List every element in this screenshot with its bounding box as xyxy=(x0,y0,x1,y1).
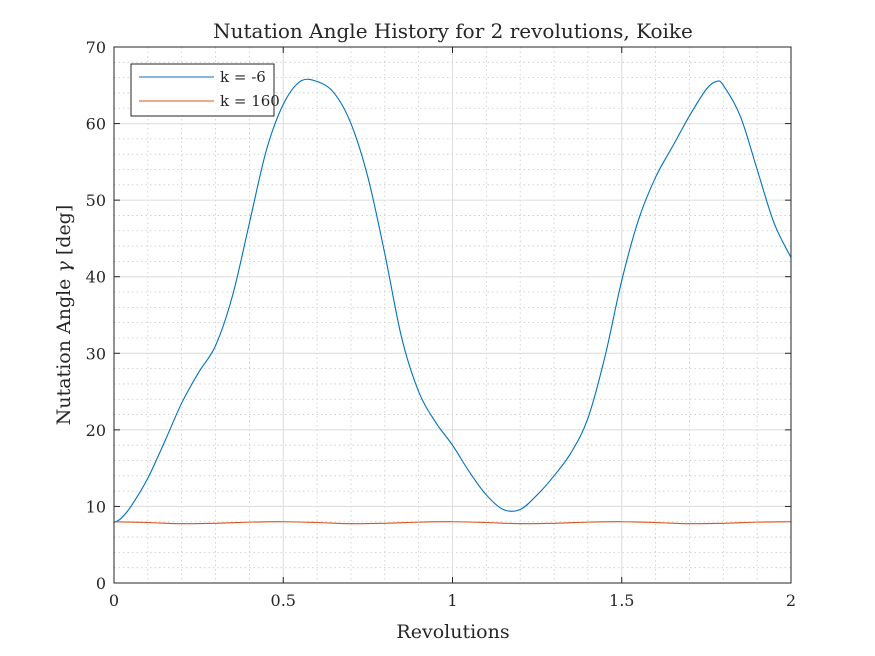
y-axis-label: Nutation Angle γ [deg] xyxy=(53,205,75,426)
y-tick-label: 70 xyxy=(86,38,106,57)
legend-box xyxy=(130,63,275,117)
y-tick-label: 30 xyxy=(86,344,106,363)
y-axis-label-symbol: γ xyxy=(53,261,75,273)
y-axis-label-main: Nutation Angle xyxy=(53,273,75,426)
x-tick-label: 0 xyxy=(109,591,119,610)
series-line-2 xyxy=(113,521,792,525)
y-tick-label: 60 xyxy=(86,115,106,134)
x-axis-label: Revolutions xyxy=(396,621,509,643)
legend-label-1: k = -6 xyxy=(220,68,266,86)
chart-title: Nutation Angle History for 2 revolutions… xyxy=(213,19,693,43)
x-tick-label: 1 xyxy=(447,591,457,610)
y-tick-label: 0 xyxy=(96,574,106,593)
series-line-1 xyxy=(113,78,792,524)
x-tick-label: 0.5 xyxy=(271,591,296,610)
y-tick-label: 20 xyxy=(86,421,106,440)
x-tick-label: 1.5 xyxy=(609,591,634,610)
y-tick-label: 40 xyxy=(86,268,106,287)
x-tick-label: 2 xyxy=(786,591,796,610)
y-tick-label: 10 xyxy=(86,497,106,516)
y-axis-label-unit: [deg] xyxy=(53,205,75,261)
y-tick-label: 50 xyxy=(86,191,106,210)
legend-label-2: k = 160 xyxy=(220,92,280,110)
